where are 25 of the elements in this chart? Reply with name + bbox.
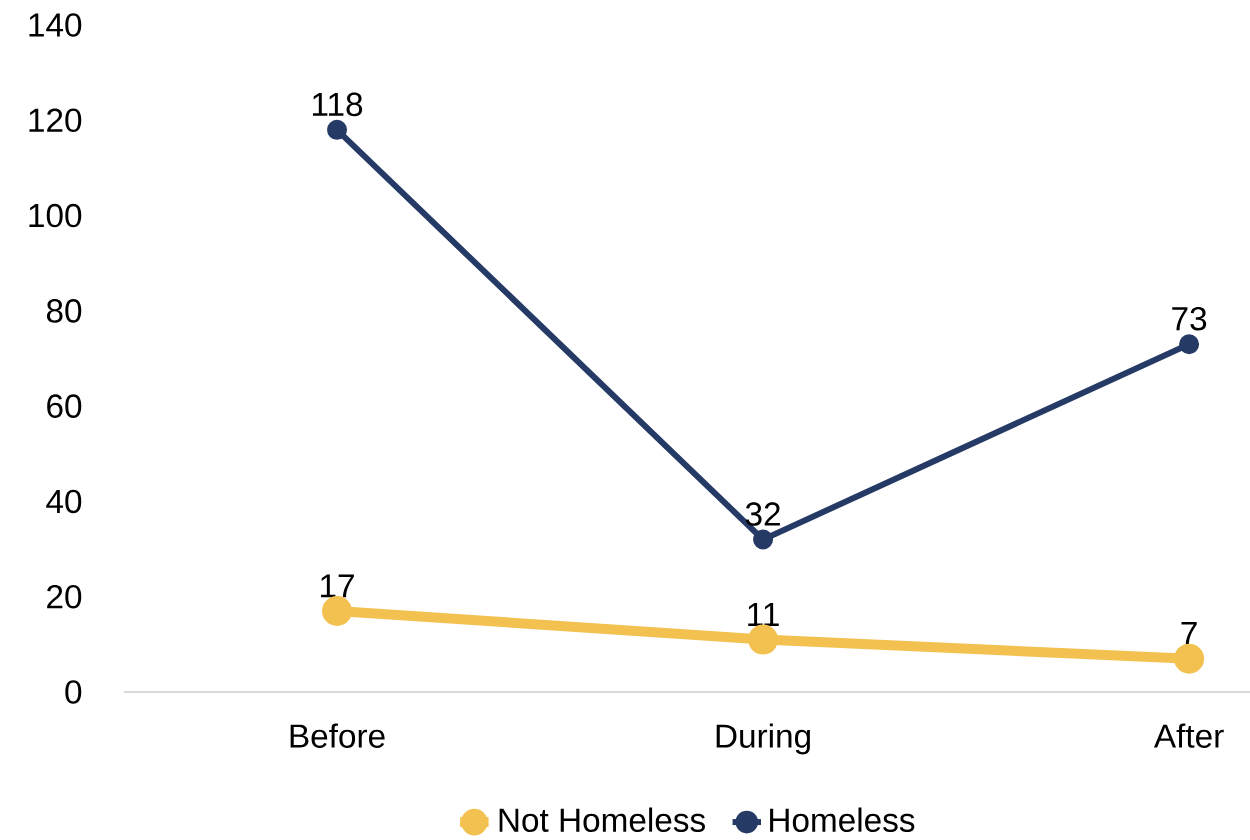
point <box>753 529 774 550</box>
legend-label: Not Homeless <box>499 807 705 832</box>
y-tick-label: 120 <box>29 108 82 133</box>
y-tick-label: 20 <box>47 584 82 609</box>
point <box>322 596 353 627</box>
y-tick-label: 140 <box>29 13 82 37</box>
point <box>1179 334 1200 355</box>
point <box>327 119 348 140</box>
x-tick-label: Before <box>290 723 385 748</box>
x-tick-label: During <box>716 723 810 755</box>
point <box>748 624 779 655</box>
data-label: 118 <box>312 92 363 117</box>
data-label: 7 <box>1181 622 1197 645</box>
y-tick-label: 80 <box>46 299 82 323</box>
point <box>1174 643 1205 674</box>
data-label: 11 <box>748 603 779 626</box>
y-tick-label: 40 <box>46 489 82 514</box>
y-tick-label: 0 <box>65 680 82 704</box>
data-label: 32 <box>745 502 780 526</box>
x-tick-label: After <box>1153 723 1224 748</box>
data-label: 73 <box>1172 306 1207 331</box>
legend-label: Homeless <box>770 807 915 832</box>
y-tick-label: 100 <box>29 203 82 228</box>
data-label: 17 <box>321 574 354 598</box>
y-tick-label: 60 <box>47 394 82 418</box>
